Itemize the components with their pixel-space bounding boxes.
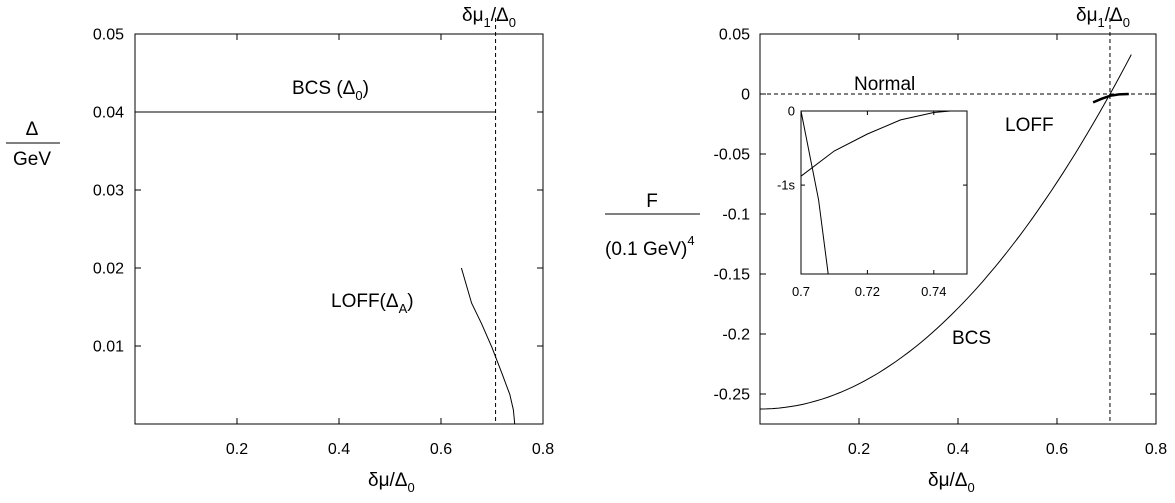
gap-x-tick-label: 0.8 [532, 441, 554, 458]
fe-x-tick-label: 0.8 [1145, 441, 1167, 458]
gap-y-tick-label: 0.01 [93, 339, 124, 356]
fe-y-tick-label: -0.1 [722, 207, 750, 224]
gap-y-label-den: GeV [13, 149, 51, 170]
fe-plot-frame [759, 33, 1157, 425]
fe-y-tick-label: 0.05 [719, 27, 750, 44]
fe-inset-y-axis: 0 -1s [777, 104, 967, 193]
gap-x-tick-label: 0.2 [226, 441, 248, 458]
fe-y-tick-label: -0.15 [714, 267, 751, 284]
fe-y-label-num: F [646, 191, 658, 212]
fe-x-tick-label: 0.2 [848, 441, 870, 458]
fe-x-tick-label: 0.4 [947, 441, 969, 458]
gap-loff-curve [460, 267, 516, 425]
fe-y-tick-label: -0.05 [714, 147, 751, 164]
gap-x-label: δμ/Δ0 [368, 470, 415, 495]
gap-y-axis: 0.01 0.02 0.03 0.04 0.05 [93, 27, 543, 356]
fe-y-tick-label: -0.25 [714, 387, 751, 404]
fe-loff-curve [1092, 92, 1129, 104]
fe-bcs-curve [759, 54, 1132, 410]
gap-y-tick-label: 0.02 [93, 261, 124, 278]
fe-y-tick-label: -0.2 [722, 327, 750, 344]
fe-inset-frame [800, 110, 968, 275]
fe-inset-y-tick-label: -1s [777, 178, 796, 193]
fe-normal-label: Normal [854, 74, 915, 95]
gap-loff-label: LOFF(ΔA) [331, 291, 414, 316]
fe-inset-y-tick-label: 0 [788, 104, 795, 119]
gap-x-tick-label: 0.6 [430, 441, 452, 458]
free-energy-panel: 0.2 0.4 0.6 0.8 0.05 0 -0.05 -0.1 -0.15 -0.2 -0.2… [605, 5, 1167, 495]
fe-x-tick-label: 0.6 [1046, 441, 1068, 458]
fe-top-label: δμ1/Δ0 [1076, 5, 1130, 30]
fe-x-label: δμ/Δ0 [928, 470, 975, 495]
fe-y-axis: 0.05 0 -0.05 -0.1 -0.15 -0.2 -0.25 [714, 27, 1156, 404]
gap-x-axis: 0.2 0.4 0.6 0.8 [226, 34, 554, 458]
gap-top-label: δμ1/Δ0 [462, 5, 516, 30]
fe-inset-x-tick-label: 0.7 [792, 284, 810, 299]
fe-inset-x-tick-label: 0.74 [921, 284, 946, 299]
fe-inset-bcs-curve [800, 110, 829, 275]
fe-y-tick-label: 0 [741, 87, 750, 104]
gap-y-tick-label: 0.05 [93, 27, 124, 44]
gap-bcs-label: BCS (Δ0) [292, 78, 369, 103]
fe-inset-loff-curve [800, 110, 967, 177]
gap-y-tick-label: 0.03 [93, 183, 124, 200]
gap-y-label-num: Δ [26, 119, 39, 140]
gap-panel: 0.2 0.4 0.6 0.8 0.01 0.02 0.03 0.04 0.05 BCS (Δ… [6, 5, 554, 495]
fe-bcs-label: BCS [952, 328, 991, 349]
fe-x-axis: 0.2 0.4 0.6 0.8 [848, 34, 1167, 458]
fe-y-label-den: (0.1 GeV)4 [605, 233, 695, 260]
gap-x-tick-label: 0.4 [328, 441, 350, 458]
fe-inset-x-axis: 0.7 0.72 0.74 [792, 111, 946, 299]
fe-inset-x-tick-label: 0.72 [855, 284, 880, 299]
gap-y-tick-label: 0.04 [93, 105, 124, 122]
fe-inset: 0.7 0.72 0.74 0 -1s [777, 104, 968, 299]
fe-loff-label: LOFF [1005, 115, 1054, 136]
